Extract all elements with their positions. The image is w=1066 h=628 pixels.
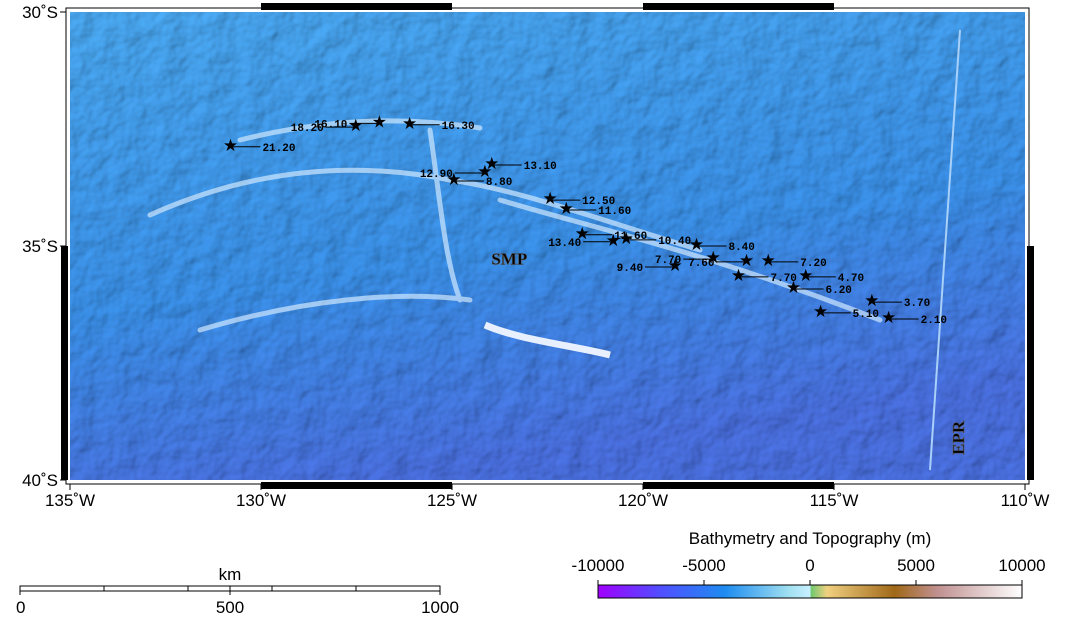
colorbar-tick-label: 5000 xyxy=(897,556,935,575)
lon-tick-label: 130˚W xyxy=(236,491,286,510)
sample-star: ★ xyxy=(619,229,634,248)
sample-star: ★ xyxy=(731,266,746,285)
sample-star: ★ xyxy=(761,251,776,270)
lon-tick-label: 125˚W xyxy=(427,491,477,510)
sample-star: ★ xyxy=(223,136,238,155)
frame-segment xyxy=(261,3,452,10)
colorbar xyxy=(598,585,1022,598)
sample-star: ★ xyxy=(881,308,896,327)
sample-star: ★ xyxy=(786,278,801,297)
colorbar-tick-label: -5000 xyxy=(682,556,725,575)
sample-label: 16.30 xyxy=(442,121,475,133)
colorbar-tick-label: 10000 xyxy=(998,556,1045,575)
sample-label: 2.10 xyxy=(921,315,947,327)
sample-star: ★ xyxy=(446,170,461,189)
lat-tick-label: 40˚S xyxy=(22,471,58,490)
sample-star: ★ xyxy=(689,235,704,254)
map-figure: 135˚W 130˚W 125˚W 120˚W 115˚W 110˚W 30˚S 35˚S 40… xyxy=(0,0,1066,623)
colorbar-title: Bathymetry and Topography (m) xyxy=(689,529,932,548)
sample-label: 13.10 xyxy=(524,161,557,173)
sample-star: ★ xyxy=(348,116,363,135)
lat-tick-label: 30˚S xyxy=(22,3,58,22)
frame-segment xyxy=(643,482,834,489)
feature-label: EPR xyxy=(949,420,968,455)
sample-label: 21.20 xyxy=(262,143,295,155)
lon-tick-label: 115˚W xyxy=(810,491,859,510)
lat-tick-label: 35˚S xyxy=(22,237,58,256)
page: 135˚W 130˚W 125˚W 120˚W 115˚W 110˚W 30˚S 35˚S 40… xyxy=(0,0,1066,628)
sample-label: 11.60 xyxy=(598,206,631,218)
scale-tick-label: 500 xyxy=(216,598,244,617)
frame-segment xyxy=(261,482,452,489)
sample-label: 13.40 xyxy=(548,238,581,250)
scale-tick-label: 1000 xyxy=(421,598,459,617)
scale-bar-title: km xyxy=(219,565,242,584)
sample-label: 16.10 xyxy=(314,119,347,131)
sample-label: 8.80 xyxy=(486,177,512,189)
feature-label: SMP xyxy=(491,250,527,269)
sample-label: 9.40 xyxy=(617,263,643,275)
sample-star: ★ xyxy=(813,302,828,321)
colorbar-tick-label: 0 xyxy=(805,556,814,575)
sample-star: ★ xyxy=(543,189,558,208)
frame-segment xyxy=(643,3,834,10)
sample-label: 3.70 xyxy=(904,298,930,310)
scale-tick-label: 0 xyxy=(16,598,25,617)
sample-star: ★ xyxy=(402,114,417,133)
lon-tick-label: 110˚W xyxy=(1001,491,1050,510)
sample-star: ★ xyxy=(864,291,879,310)
sample-label: 6.20 xyxy=(826,285,852,297)
frame-segment xyxy=(61,246,68,480)
sample-star: ★ xyxy=(372,112,387,131)
sample-label: 5.10 xyxy=(853,309,879,321)
sample-label: 7.60 xyxy=(688,258,714,270)
lon-tick-label: 120˚W xyxy=(618,491,668,510)
lon-tick-label: 135˚W xyxy=(45,491,95,510)
sample-star: ★ xyxy=(559,199,574,218)
sample-label: 10.40 xyxy=(658,236,691,248)
colorbar-tick-label: -10000 xyxy=(572,556,625,575)
frame-segment xyxy=(1027,246,1034,480)
sample-star: ★ xyxy=(667,256,682,275)
sample-label: 4.70 xyxy=(838,273,864,285)
